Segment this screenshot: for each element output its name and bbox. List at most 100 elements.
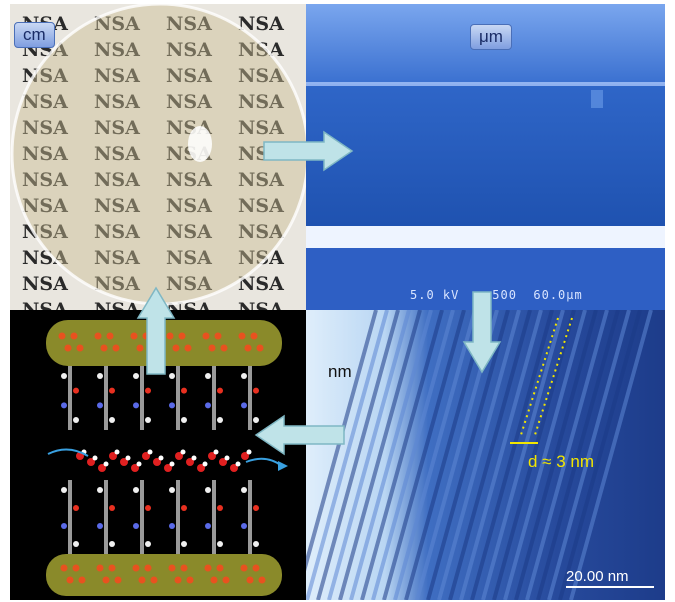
backbone-atom <box>210 576 218 584</box>
backbone-atom <box>70 332 78 340</box>
lattice-fringe <box>492 310 576 600</box>
water-hydrogen <box>191 455 197 461</box>
backbone-atom <box>256 344 264 352</box>
lattice-fringe <box>525 310 609 600</box>
atom <box>241 373 247 379</box>
print-word: NSA <box>94 13 140 35</box>
water-hydrogen <box>114 449 120 455</box>
atom <box>169 523 175 529</box>
water-oxygen <box>164 464 172 472</box>
print-word: NSA <box>94 143 140 165</box>
water-hydrogen <box>103 461 109 467</box>
water-hydrogen <box>180 449 186 455</box>
backbone-atom <box>246 576 254 584</box>
disc-glare <box>188 126 212 162</box>
water-oxygen <box>109 452 117 460</box>
print-word: NSA <box>238 273 284 295</box>
atom <box>145 505 151 511</box>
atom <box>181 387 187 394</box>
arrow-right <box>263 130 354 172</box>
backbone-atom <box>136 344 144 352</box>
atom <box>145 541 151 547</box>
lattice-fringe <box>338 310 422 600</box>
atom <box>97 373 103 379</box>
backbone-atom <box>204 564 212 572</box>
d-spacing-label: d ≈ 3 nm <box>528 452 595 471</box>
print-word: NSA <box>22 221 68 243</box>
atom <box>109 541 115 547</box>
water-oxygen <box>175 452 183 460</box>
backbone-atom <box>168 564 176 572</box>
lattice-fringe <box>349 310 433 600</box>
lattice-fringe <box>360 310 444 600</box>
atom <box>181 417 187 423</box>
lattice-fringe <box>393 310 477 600</box>
water-oxygen <box>230 464 238 472</box>
atom <box>217 417 223 423</box>
backbone-atom <box>186 576 194 584</box>
sem-readout: 5.0 kV ×500 60.0μm <box>410 288 583 302</box>
water-oxygen <box>241 452 249 460</box>
proton-path-right <box>245 457 283 467</box>
backbone-atom <box>96 564 104 572</box>
lattice-fringe <box>327 310 411 600</box>
atom <box>61 402 67 409</box>
backbone-atom <box>138 576 146 584</box>
backbone-atom <box>78 576 86 584</box>
atom <box>73 541 79 547</box>
print-word: NSA <box>238 299 284 310</box>
backbone-atom <box>252 564 260 572</box>
atom <box>109 505 115 511</box>
lattice-fringe <box>547 310 631 600</box>
print-word: NSA <box>166 299 212 310</box>
bottom-backbone-bar <box>46 554 282 596</box>
print-word: NSA <box>22 169 68 191</box>
atom <box>205 373 211 379</box>
atom <box>241 487 247 493</box>
print-word: NSA <box>94 91 140 113</box>
print-word: NSA <box>238 65 284 87</box>
print-word: NSA <box>166 221 212 243</box>
atom <box>253 387 259 394</box>
water-oxygen <box>219 458 227 466</box>
print-word: NSA <box>166 39 212 61</box>
atom <box>97 487 103 493</box>
sem-cross-section-image <box>306 4 665 310</box>
water-hydrogen <box>202 461 208 467</box>
print-word: NSA <box>238 169 284 191</box>
backbone-atom <box>66 576 74 584</box>
arrow-left <box>254 414 345 456</box>
backbone-atom <box>238 332 246 340</box>
atom <box>181 541 187 547</box>
print-word: NSA <box>94 221 140 243</box>
print-word: NSA <box>22 143 68 165</box>
backbone-atom <box>100 344 108 352</box>
backbone-atom <box>106 332 114 340</box>
lattice-fringe <box>569 310 653 600</box>
lattice-fringe <box>536 310 620 600</box>
lattice-fringe <box>316 310 400 600</box>
backbone-atom <box>112 344 120 352</box>
print-word: NSA <box>22 299 68 310</box>
lattice-fringe <box>306 310 378 572</box>
print-word: NSA <box>238 13 284 35</box>
atom <box>61 487 67 493</box>
atom <box>253 505 259 511</box>
lattice-fringe <box>437 310 521 600</box>
backbone-atom <box>130 332 138 340</box>
backbone-atom <box>60 564 68 572</box>
atom <box>181 505 187 511</box>
print-word: NSA <box>166 273 212 295</box>
backbone-atom <box>166 332 174 340</box>
atom <box>169 487 175 493</box>
atom <box>133 373 139 379</box>
atom <box>109 417 115 423</box>
print-word: NSA <box>166 247 212 269</box>
atom <box>205 523 211 529</box>
print-word: NSA <box>94 39 140 61</box>
backbone-atom <box>178 332 186 340</box>
atom <box>73 417 79 423</box>
atom <box>217 505 223 511</box>
lattice-fringe <box>382 310 466 600</box>
atom <box>145 387 151 394</box>
